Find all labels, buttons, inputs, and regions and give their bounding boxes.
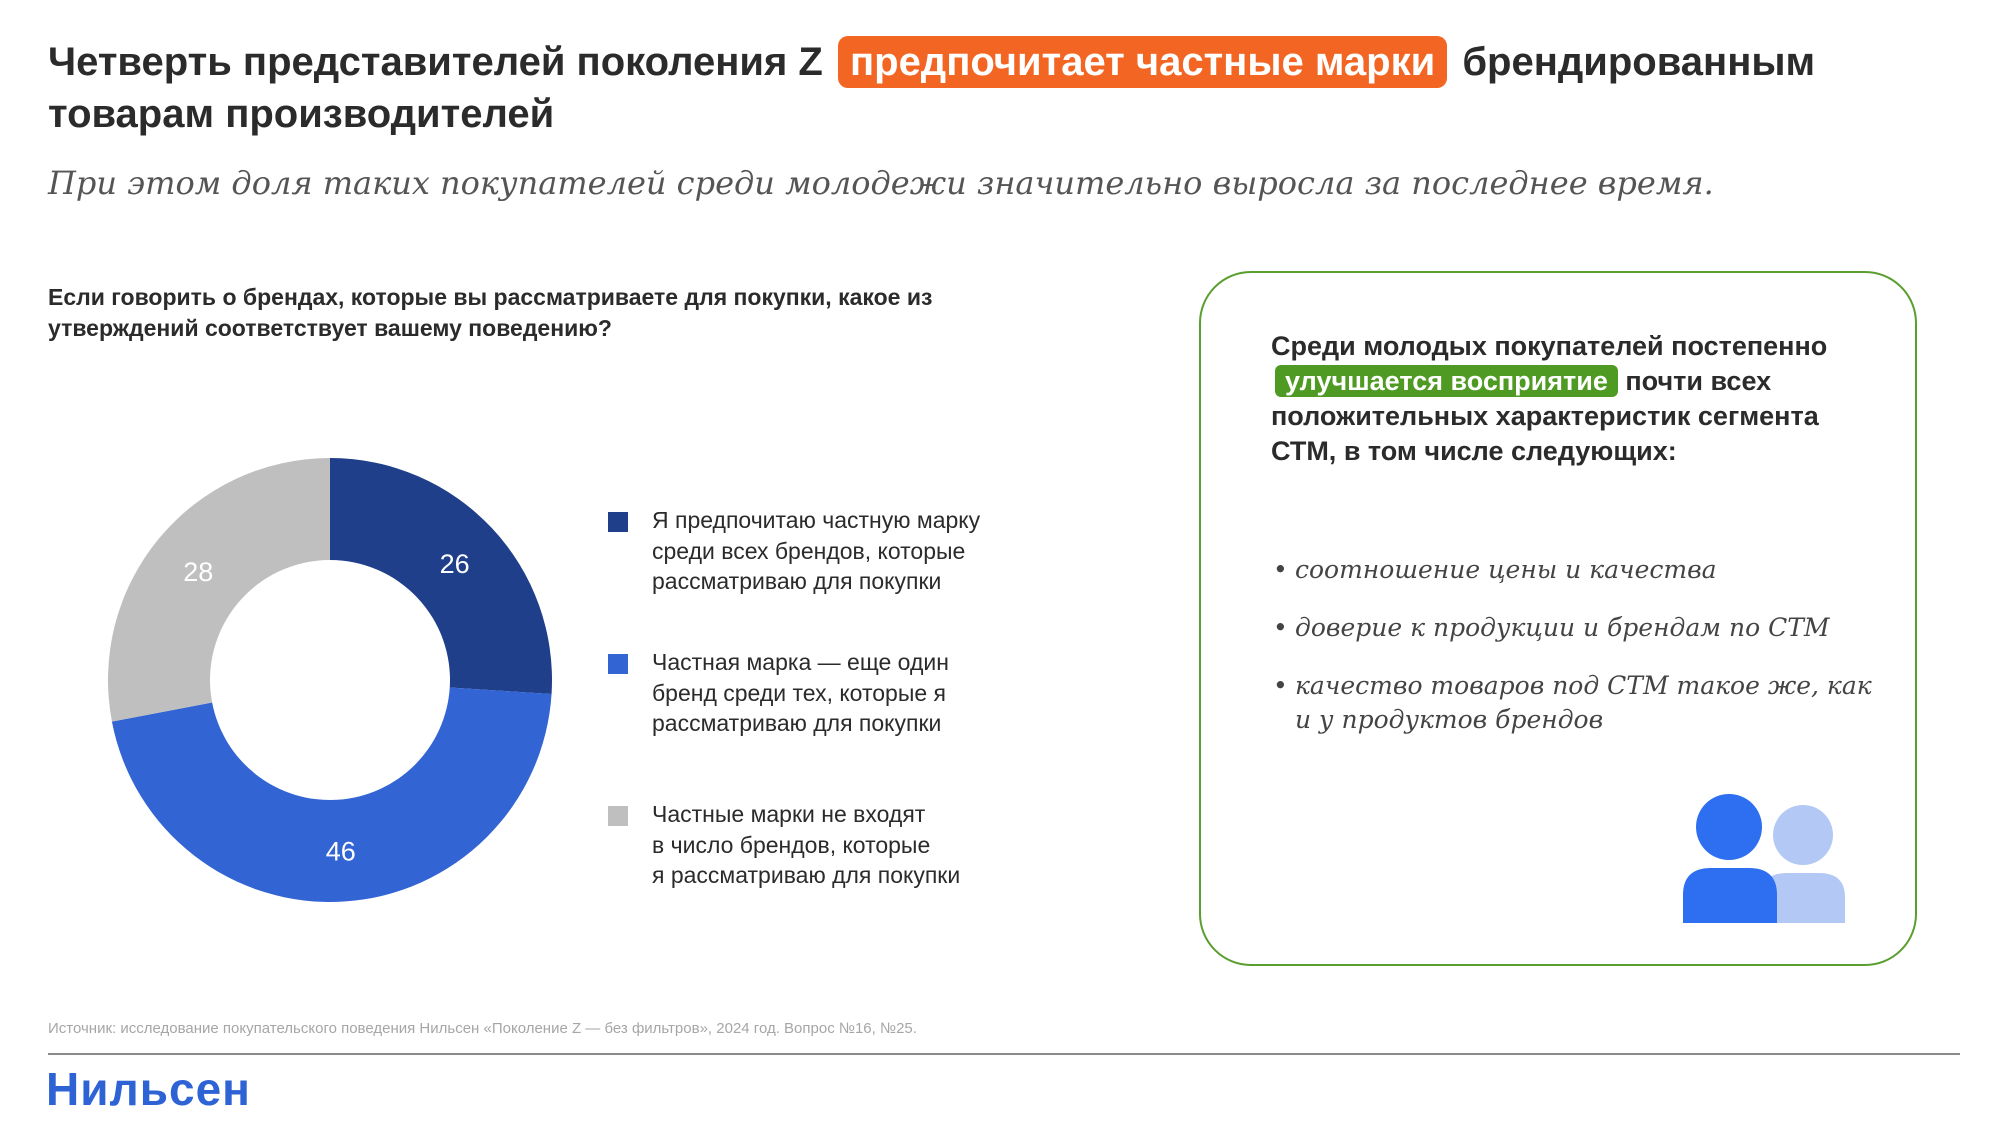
- title-part1: Четверть представителей поколения Z: [48, 40, 823, 84]
- donut-chart: 26 46 28: [107, 458, 552, 903]
- legend-line: рассматриваю для покупки: [652, 710, 942, 736]
- bullet-item: доверие к продукции и брендам по СТМ: [1273, 611, 1873, 645]
- title-highlight: предпочитает частные марки: [837, 36, 1448, 88]
- legend-line: бренд среди тех, которые я: [652, 679, 946, 706]
- card-bullets: соотношение цены и качества доверие к пр…: [1273, 553, 1873, 761]
- title-part2: брендированным товарам производителей: [48, 40, 1816, 136]
- legend-line: Я предпочитаю частную марку: [652, 507, 981, 533]
- legend-label: Частная марка — еще один бренд среди тех,…: [652, 647, 1082, 739]
- nielsen-logo: Нильсен: [46, 1063, 251, 1115]
- people-icon: [1683, 794, 1845, 923]
- donut-label-2: 46: [326, 837, 356, 867]
- donut-label-1: 26: [440, 549, 470, 579]
- legend-line: Частная марка — еще один: [652, 649, 949, 675]
- card-head-part1: Среди молодых покупателей постепенно: [1271, 331, 1828, 361]
- donut-label-3: 28: [183, 557, 213, 587]
- footer-divider: [48, 1053, 1960, 1055]
- bullet-item: соотношение цены и качества: [1273, 553, 1873, 587]
- legend-line: среди всех брендов, которые: [652, 537, 966, 564]
- chart-question: Если говорить о брендах, которые вы расс…: [48, 284, 933, 341]
- page-subtitle: При этом доля таких покупателей среди мо…: [48, 164, 1714, 202]
- legend-line: Частные марки не входят: [652, 801, 926, 827]
- legend-line: в число брендов, которые: [652, 831, 931, 858]
- card-head-part2: почти всех положительных характеристик с…: [1271, 366, 1819, 466]
- bullet-item: качество товаров под СТМ такое же, как и…: [1273, 669, 1873, 737]
- legend-swatch: [608, 654, 628, 674]
- page-title: Четверть представителей поколения Z пред…: [48, 36, 1948, 140]
- legend-label: Частные марки не входят в число брендов, …: [652, 799, 1082, 891]
- card-heading: Среди молодых покупателей постепенно улу…: [1271, 329, 1871, 469]
- donut-slice-2: [111, 687, 552, 903]
- donut-slice-3: [107, 458, 330, 722]
- legend-swatch: [608, 806, 628, 826]
- legend-swatch: [608, 512, 628, 532]
- legend-line: я рассматриваю для покупки: [652, 862, 961, 888]
- card-head-highlight: улучшается восприятие: [1275, 365, 1618, 397]
- donut-slice-1: [330, 458, 552, 694]
- legend-line: рассматриваю для покупки: [652, 568, 942, 594]
- legend-label: Я предпочитаю частную марку среди всех бр…: [652, 505, 1082, 597]
- insight-card: Среди молодых покупателей постепенно улу…: [1199, 271, 1917, 966]
- source-note: Источник: исследование покупательского п…: [48, 1020, 917, 1037]
